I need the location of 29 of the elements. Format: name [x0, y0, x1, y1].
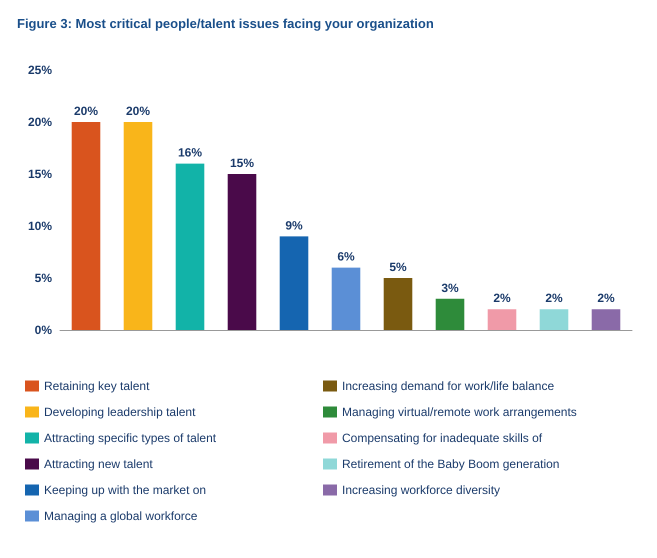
data-label: 2%: [493, 291, 511, 306]
data-label: 15%: [230, 156, 254, 170]
data-label: 2%: [597, 291, 615, 306]
legend-label: Compensating for inadequate skills of: [342, 431, 543, 445]
legend-label: Increasing workforce diversity: [342, 483, 500, 497]
legend-label: Retirement of the Baby Boom generation: [342, 457, 560, 471]
data-label: 5%: [389, 260, 407, 274]
data-label: 3%: [441, 280, 459, 295]
data-label: 6%: [337, 250, 355, 264]
chart-title: Figure 3: Most critical people/talent issues facing your organization: [17, 16, 434, 31]
legend-label: Developing leadership talent: [44, 405, 196, 419]
legend-label: Keeping up with the market on: [44, 483, 206, 497]
legend-label: Attracting specific types of talent: [44, 431, 217, 445]
y-tick-label: 20%: [28, 115, 52, 129]
legend-label: Managing virtual/remote work arrangements: [342, 405, 577, 419]
data-label: 20%: [74, 104, 98, 118]
legend-label: Retaining key talent: [44, 379, 150, 393]
legend-label: Increasing demand for work/life balance: [342, 379, 554, 393]
data-label: 20%: [126, 104, 150, 118]
data-label: 16%: [178, 146, 202, 160]
y-tick-label: 25%: [28, 63, 52, 77]
legend-label: Managing a global workforce: [44, 509, 198, 523]
data-label: 2%: [545, 291, 563, 306]
y-tick-label: 15%: [28, 167, 52, 181]
data-label: 9%: [285, 218, 303, 232]
y-tick-label: 10%: [28, 219, 52, 233]
y-tick-label: 0%: [34, 323, 52, 337]
legend-label: Attracting new talent: [44, 457, 154, 471]
y-tick-label: 5%: [34, 271, 52, 285]
